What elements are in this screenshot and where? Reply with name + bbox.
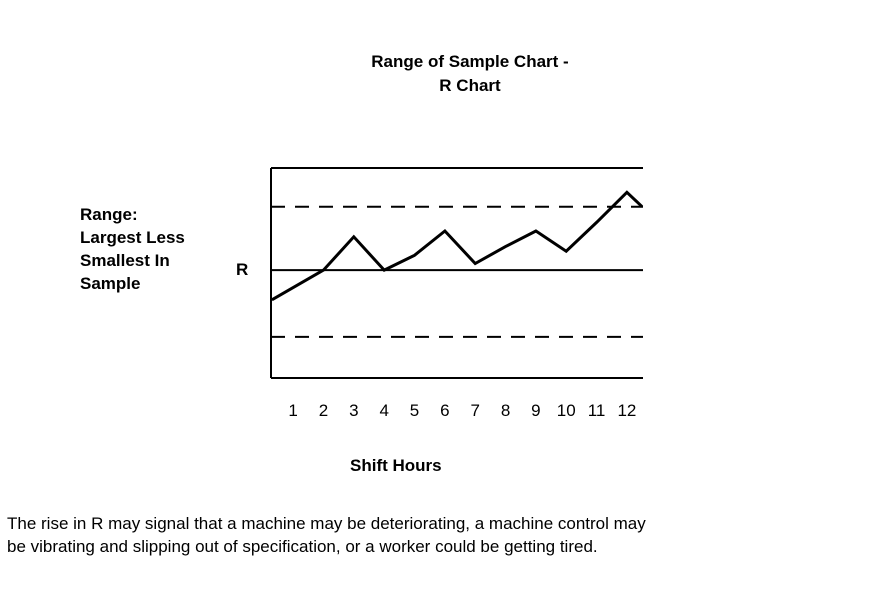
x-tick-label: 11 [588, 401, 606, 420]
x-tick-label: 5 [410, 401, 419, 420]
y-label-line-2: Largest Less [80, 228, 185, 247]
x-tick-label: 12 [617, 401, 636, 420]
y-label-line-3: Smallest In [80, 251, 170, 270]
caption: The rise in R may signal that a machine … [7, 512, 646, 558]
y-label-line-1: Range: [80, 205, 138, 224]
x-tick-label: 2 [319, 401, 328, 420]
x-tick-label: 1 [288, 401, 297, 420]
caption-line-1: The rise in R may signal that a machine … [7, 514, 646, 533]
caption-line-2: be vibrating and slipping out of specifi… [7, 537, 598, 556]
x-tick-label: 3 [349, 401, 358, 420]
x-tick-label: 4 [379, 401, 388, 420]
x-tick-label: 6 [440, 401, 449, 420]
y-axis-label: Range: Largest Less Smallest In Sample [80, 203, 185, 295]
center-line-label: R [236, 260, 249, 279]
chart-subtitle: R Chart [439, 76, 501, 95]
x-tick-label: 10 [557, 401, 576, 420]
chart-title: Range of Sample Chart - [371, 52, 569, 71]
y-label-line-4: Sample [80, 274, 141, 293]
x-axis-label: Shift Hours [350, 456, 442, 475]
x-tick-label: 8 [501, 401, 510, 420]
x-tick-label: 9 [531, 401, 540, 420]
x-tick-label: 7 [470, 401, 479, 420]
range-series-line [271, 190, 644, 302]
